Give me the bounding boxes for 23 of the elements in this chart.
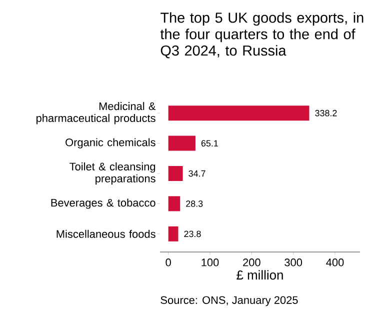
bar (168, 106, 310, 121)
bar (168, 136, 196, 151)
y-tick-label: Medicinal & pharmaceutical products (36, 102, 156, 124)
bar (168, 196, 180, 212)
data-label: 28.3 (186, 200, 203, 207)
y-tick-label: Beverages & tobacco (51, 198, 156, 209)
x-tick-label: 400 (326, 258, 344, 266)
y-tick-label: Organic chemicals (66, 138, 156, 148)
x-tick-label: 100 (202, 258, 219, 266)
x-tick-label: 0 (166, 258, 171, 266)
x-tick-label: 200 (243, 258, 260, 266)
data-label: 338.2 (315, 110, 337, 116)
source-note: Source: ONS, January 2025 (160, 296, 298, 306)
chart-title: The top 5 UK goods exports, in the four quarters to the end of Q3 2024, to Russia (160, 12, 364, 58)
x-tick-label: 300 (284, 258, 302, 266)
data-label: 23.8 (184, 230, 201, 238)
data-label: 65.1 (201, 140, 218, 146)
y-tick-label: Miscellaneous foods (56, 230, 156, 238)
data-label: 34.7 (188, 170, 206, 177)
bar (168, 226, 178, 242)
bar (168, 166, 183, 181)
y-tick-label: Toilet & cleansing preparations (70, 162, 156, 185)
x-axis-title: £ million (236, 270, 283, 280)
